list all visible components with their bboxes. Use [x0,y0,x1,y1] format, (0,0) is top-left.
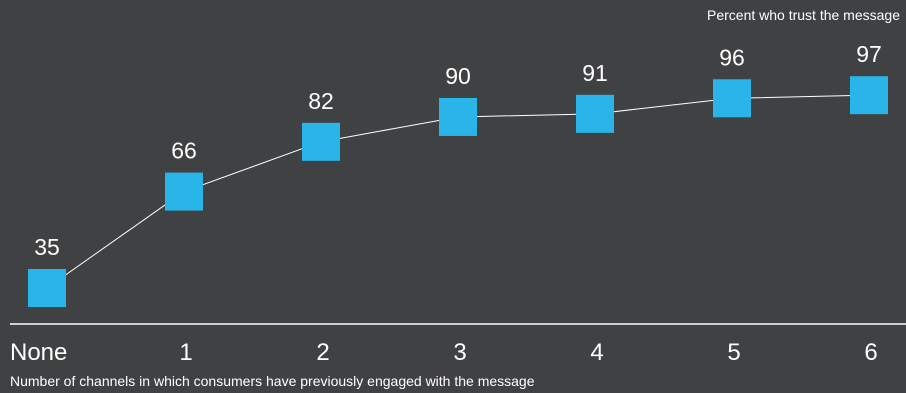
data-point-marker [28,269,66,307]
x-tick-label: None [10,339,67,366]
x-tick-label: 1 [179,339,192,366]
data-label: 66 [171,138,197,164]
data-point-marker [576,94,614,133]
data-label: 90 [445,63,471,89]
marker-group [28,76,888,307]
x-tick-label: 2 [316,339,329,366]
legend-label: Percent who trust the message [707,7,900,23]
x-tick-label: 5 [727,339,740,366]
data-point-marker [713,79,751,118]
data-label-group: 35 66 82 90 91 96 97 [34,41,882,260]
data-label: 82 [308,88,334,114]
data-label: 35 [34,234,60,260]
x-tick-group: None 1 2 3 4 5 6 [10,339,878,366]
x-tick-label: 3 [453,339,466,366]
data-point-marker [165,172,203,211]
data-label: 91 [582,60,608,86]
x-tick-label: 6 [864,339,877,366]
data-point-marker [439,97,477,136]
data-label: 96 [719,44,745,70]
data-label: 97 [856,41,882,67]
data-point-marker [850,76,888,115]
x-tick-label: 4 [590,339,603,366]
x-axis-title: Number of channels in which consumers ha… [10,373,535,389]
data-point-marker [302,122,340,161]
